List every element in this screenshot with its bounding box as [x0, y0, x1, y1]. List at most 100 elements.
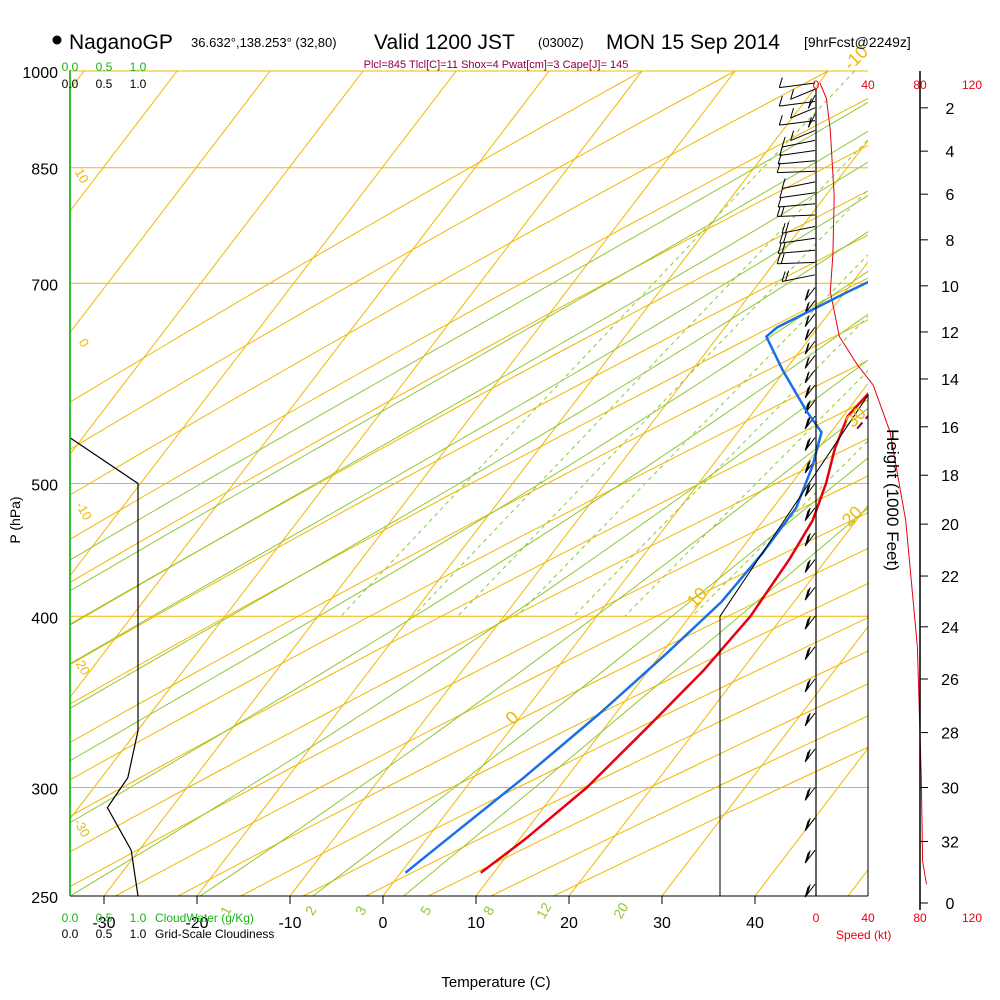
- x-tick-label: 0: [379, 915, 388, 932]
- wind-barb-feather: [805, 648, 810, 659]
- x-tick-label: 10: [467, 915, 485, 932]
- speed-tick-top: 0: [813, 78, 820, 92]
- height-tick-label: 12: [941, 325, 959, 342]
- wind-barb-feather: [804, 535, 809, 547]
- wind-barb-icon: [804, 559, 816, 573]
- dry-adiabat-line: [70, 359, 868, 781]
- wind-barb-icon: [777, 242, 816, 254]
- cloudiness-tick-top: 0.0: [62, 77, 79, 91]
- dry-adiabat-line: [70, 475, 868, 888]
- wind-barb-feather: [805, 356, 810, 368]
- wind-barb-feather: [805, 439, 810, 450]
- wind-barb-feather: [785, 222, 790, 233]
- dry-adiabat-line: [70, 97, 868, 540]
- wind-barb-feather: [804, 486, 809, 497]
- wind-barb-feather: [806, 850, 811, 861]
- wind-barb-feather: [805, 288, 810, 300]
- wind-barb-feather: [805, 885, 810, 896]
- wind-barb-feather: [804, 316, 809, 327]
- wind-barb-shaft: [779, 237, 816, 244]
- wind-barb-icon: [804, 712, 816, 727]
- wind-barb-shaft: [781, 139, 816, 148]
- moist-adiabat-line: [70, 231, 868, 709]
- wind-barb-shaft: [781, 226, 816, 234]
- wind-barb-feather: [806, 437, 811, 448]
- wind-barb-icon: [781, 136, 816, 148]
- wind-barb-icon: [790, 129, 816, 142]
- height-tick-label: 4: [946, 144, 955, 161]
- moist-adiabat-line: [70, 270, 868, 762]
- wind-barb-feather: [805, 328, 810, 340]
- isotherm-line: [754, 747, 868, 896]
- wind-barb-icon: [804, 369, 816, 384]
- mixing-ratio-line: [573, 315, 868, 617]
- wind-barb-icon: [781, 270, 816, 282]
- station-coords: 36.632°,138.253° (32,80): [191, 35, 337, 50]
- wind-barb-icon: [804, 355, 816, 369]
- wind-barb-feather: [805, 484, 810, 496]
- cloudiness-tick-top: 0.5: [96, 77, 113, 91]
- wind-barb-icon: [776, 206, 816, 217]
- cloudiness-tick-bottom: 1.0: [130, 927, 147, 941]
- dry-adiabat-label: -10: [73, 499, 95, 523]
- cloud-water-tick-top: 1.0: [130, 60, 147, 74]
- wind-barb-icon: [804, 507, 816, 521]
- wind-barb-feather: [804, 589, 809, 601]
- wind-barb-shaft: [777, 261, 816, 265]
- dry-adiabat-label: -30: [71, 816, 93, 840]
- wind-barb-feather: [790, 107, 795, 119]
- y-axis-title: P (hPa): [7, 496, 23, 543]
- moist-adiabat-line: [70, 359, 868, 896]
- mixing-ratio-label: 5: [417, 903, 435, 918]
- wind-barb-feather: [777, 153, 782, 165]
- dry-adiabat-line: [70, 277, 868, 705]
- speed-tick-top: 40: [861, 78, 875, 92]
- speed-axis-label: Speed (kt): [836, 928, 891, 942]
- station-name: NaganoGP: [69, 31, 173, 54]
- pressure-tick-label: 1000: [22, 65, 58, 82]
- wind-barb-icon: [778, 115, 816, 126]
- wind-barb-shaft: [790, 107, 816, 119]
- pressure-tick-label: 300: [31, 781, 58, 798]
- wind-barb-feather: [805, 315, 810, 326]
- moist-adiabat-line: [70, 130, 868, 592]
- speed-tick-bottom: 120: [962, 911, 982, 925]
- wind-barb-feather: [804, 852, 809, 864]
- wind-barb-feather: [807, 117, 812, 128]
- parcel-line: [853, 414, 868, 433]
- wind-barb-feather: [806, 533, 811, 544]
- pressure-tick-label: 250: [31, 890, 58, 907]
- wind-barb-feather: [779, 233, 784, 244]
- valid-time: Valid 1200 JST: [374, 31, 515, 54]
- moist-adiabat-line: [199, 407, 868, 896]
- cloud-water-label: CloudWater (g/Kg): [155, 911, 254, 925]
- wind-barb-feather: [805, 588, 810, 599]
- wind-barb-icon: [804, 313, 816, 327]
- wind-barb-feather: [776, 206, 781, 217]
- wind-barb-feather: [805, 371, 810, 382]
- wind-barb-icon: [804, 787, 816, 801]
- cloud-water-tick-bottom: 0.5: [96, 911, 113, 925]
- wind-barb-icon: [777, 196, 816, 208]
- station-marker-icon: [52, 35, 62, 45]
- wind-barb-icon: [804, 384, 816, 399]
- wind-barb-shaft: [779, 120, 816, 126]
- speed-tick-bottom: 80: [913, 911, 927, 925]
- wind-barb-icon: [804, 883, 816, 898]
- dry-adiabat-label: 0: [76, 336, 93, 350]
- wind-barb-icon: [804, 646, 816, 660]
- wind-barb-icon: [790, 88, 816, 100]
- height-tick-label: 16: [941, 420, 959, 437]
- wind-barb-feather: [804, 820, 809, 832]
- isotherm-label: 10: [683, 583, 711, 611]
- moist-adiabat-line: [70, 161, 868, 626]
- wind-barb-feather: [804, 372, 809, 384]
- wind-barb-feather: [780, 206, 785, 217]
- mixing-ratio-label: 2: [302, 903, 320, 918]
- wind-barb-feather: [807, 98, 812, 109]
- pressure-tick-label: 700: [31, 277, 58, 294]
- wind-barb-icon: [779, 232, 816, 244]
- wind-barb-icon: [778, 95, 816, 107]
- wind-barb-shaft: [781, 181, 816, 190]
- wind-barb-feather: [790, 130, 795, 141]
